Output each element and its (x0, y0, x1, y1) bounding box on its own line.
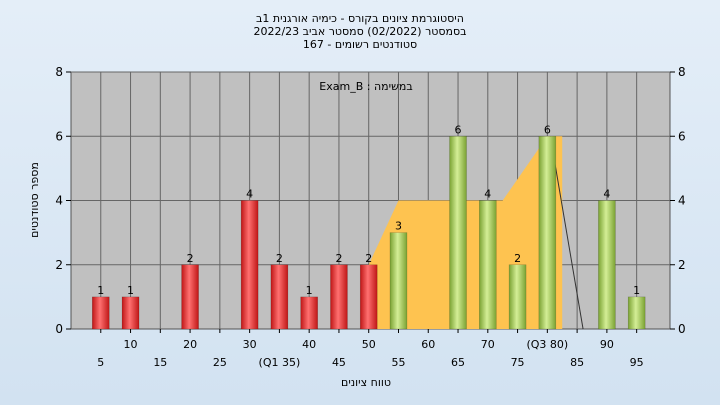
x-tick-label: 30 (243, 338, 257, 351)
y-tick-label: 2 (678, 258, 686, 272)
x-axis: 5 10 15 20 25 30(Q1 35)40 45 50 55 60 65 70 75(Q3 80… (97, 329, 644, 369)
y-tick-label: 0 (678, 322, 686, 336)
x-tick-label: 90 (600, 338, 614, 351)
bar (300, 296, 318, 330)
bar-value-label: 2 (365, 252, 372, 265)
title-line-1: היסטוגרמת ציונים בקורס - כימיה אורגנית 1… (256, 12, 464, 25)
x-tick-label: 95 (630, 356, 644, 369)
bar-value-label: 2 (276, 252, 283, 265)
x-tick-label: 65 (451, 356, 465, 369)
title-line-3: סטודנטים רשומים - 167 (303, 38, 417, 51)
x-tick-label: 20 (183, 338, 197, 351)
bar (181, 264, 199, 330)
bar-value-label: 4 (484, 188, 491, 201)
y-axis-right: 0 2 4 6 8 (670, 65, 686, 336)
x-tick-label: 75 (511, 356, 525, 369)
bar (508, 264, 527, 330)
bar-value-label: 2 (514, 252, 521, 265)
x-axis-label: טווח ציונים (341, 376, 391, 389)
x-tick-label: 50 (362, 338, 376, 351)
y-tick-label: 6 (678, 129, 686, 143)
bar-value-label: 1 (306, 284, 313, 297)
chart-title: היסטוגרמת ציונים בקורס - כימיה אורגנית 1… (253, 12, 466, 51)
x-tick-label: 60 (421, 338, 435, 351)
y-tick-label: 4 (55, 194, 63, 208)
x-tick-label: 85 (570, 356, 584, 369)
x-tick-label: 45 (332, 356, 346, 369)
y-axis-label: מספר סטודנטים (28, 162, 41, 238)
bar-value-label: 1 (97, 284, 104, 297)
x-tick-label: 40 (302, 338, 316, 351)
x-tick-label: (Q3 80) (526, 338, 568, 351)
x-tick-label: 70 (481, 338, 495, 351)
bar (449, 136, 467, 330)
y-axis-left: 0 2 4 6 8 (55, 65, 71, 336)
bars (92, 136, 646, 330)
y-tick-label: 8 (55, 65, 63, 79)
bar-value-label: 6 (544, 123, 551, 136)
x-tick-label: (Q1 35) (259, 356, 301, 369)
bar-value-label: 2 (335, 252, 342, 265)
x-tick-label: 55 (391, 356, 405, 369)
bar-value-label: 3 (395, 220, 402, 233)
y-tick-label: 2 (55, 258, 63, 272)
y-tick-label: 4 (678, 194, 686, 208)
x-tick-label: 10 (124, 338, 138, 351)
y-tick-label: 8 (678, 65, 686, 79)
bar-value-label: 6 (455, 123, 462, 136)
bar-value-label: 4 (246, 188, 253, 201)
bar (121, 296, 140, 330)
bar (598, 200, 616, 330)
bar (359, 264, 378, 330)
bar (479, 200, 497, 330)
bar-value-label: 4 (603, 188, 610, 201)
title-line-2: בסמסטר (02/2022) סמסטר אביב 2022/23 (253, 25, 466, 38)
y-tick-label: 0 (55, 322, 63, 336)
bar-value-label: 1 (127, 284, 134, 297)
bar-value-label: 1 (633, 284, 640, 297)
bar (538, 136, 557, 330)
bar (389, 232, 408, 330)
bar-labels: 1 1 2 4 2 1 2 2 3 6 4 2 6 4 1 (97, 123, 640, 297)
bar-value-label: 2 (187, 252, 194, 265)
bar (92, 296, 110, 330)
bar (240, 200, 259, 330)
x-tick-label: 15 (153, 356, 167, 369)
x-tick-label: 5 (97, 356, 104, 369)
bar (330, 264, 348, 330)
chart-annotation: Exam_B : במשימה (319, 80, 412, 93)
bar (270, 264, 289, 330)
bar (627, 296, 646, 330)
x-tick-label: 25 (213, 356, 227, 369)
y-tick-label: 6 (55, 129, 63, 143)
